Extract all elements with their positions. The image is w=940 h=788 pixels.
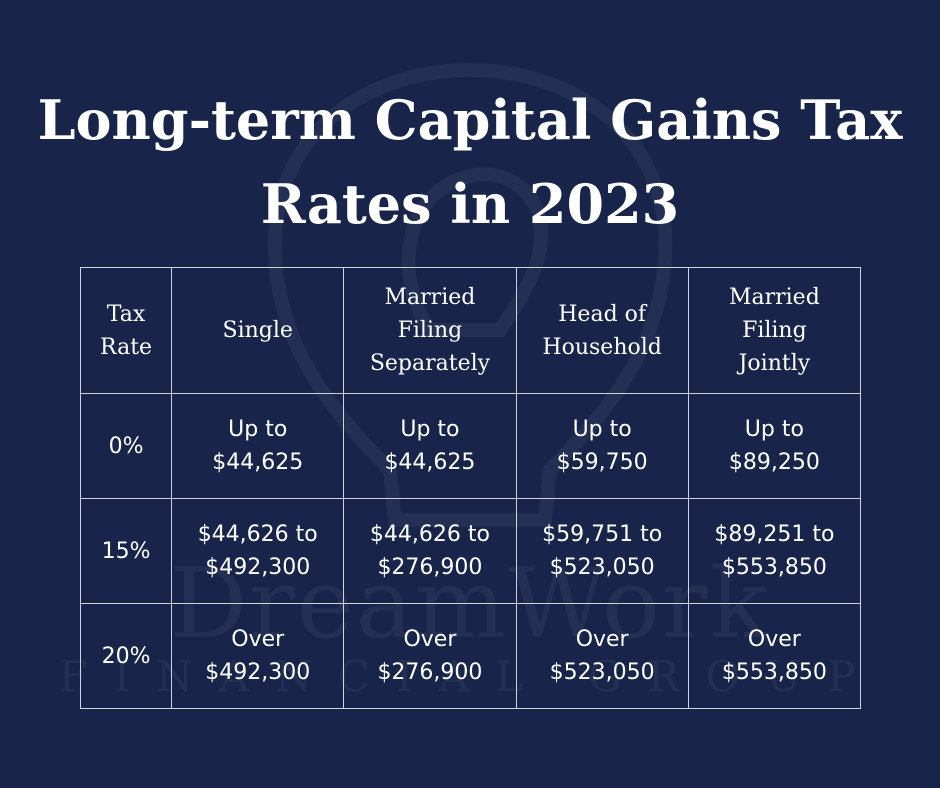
married-jointly-cell: $89,251 to $553,850	[687, 498, 862, 604]
table-row: 0% Up to $44,625 Up to $44,625 Up to $59,75…	[79, 393, 862, 499]
header-tax-rate: Tax Rate	[79, 267, 173, 394]
header-single: Single	[171, 267, 345, 394]
single-cell: Up to $44,625	[171, 393, 345, 499]
table-row: 15% $44,626 to $492,300 $44,626 to $276,90…	[79, 498, 862, 604]
married-jointly-cell: Over $553,850	[687, 603, 862, 709]
rate-cell: 15%	[79, 498, 173, 604]
rate-cell: 0%	[79, 393, 173, 499]
married-jointly-cell: Up to $89,250	[687, 393, 862, 499]
header-married-filing-separately: Married Filing Separately	[343, 267, 517, 394]
married-separately-cell: Over $276,900	[343, 603, 517, 709]
header-head-of-household: Head of Household	[515, 267, 689, 394]
rate-cell: 20%	[79, 603, 173, 709]
header-married-filing-jointly: Married Filing Jointly	[687, 267, 862, 394]
table-header-row: Tax Rate Single Married Filing Separatel…	[79, 267, 862, 394]
single-cell: $44,626 to $492,300	[171, 498, 345, 604]
tax-rates-table: Tax Rate Single Married Filing Separatel…	[79, 267, 862, 709]
head-of-household-cell: $59,751 to $523,050	[515, 498, 689, 604]
married-separately-cell: Up to $44,625	[343, 393, 517, 499]
title-line-2: Rates in 2023	[260, 172, 680, 236]
head-of-household-cell: Up to $59,750	[515, 393, 689, 499]
single-cell: Over $492,300	[171, 603, 345, 709]
page-title: Long-term Capital Gains Tax Rates in 202…	[0, 78, 940, 246]
married-separately-cell: $44,626 to $276,900	[343, 498, 517, 604]
table-row: 20% Over $492,300 Over $276,900 Over $523,0…	[79, 603, 862, 709]
title-line-1: Long-term Capital Gains Tax	[37, 88, 903, 152]
head-of-household-cell: Over $523,050	[515, 603, 689, 709]
